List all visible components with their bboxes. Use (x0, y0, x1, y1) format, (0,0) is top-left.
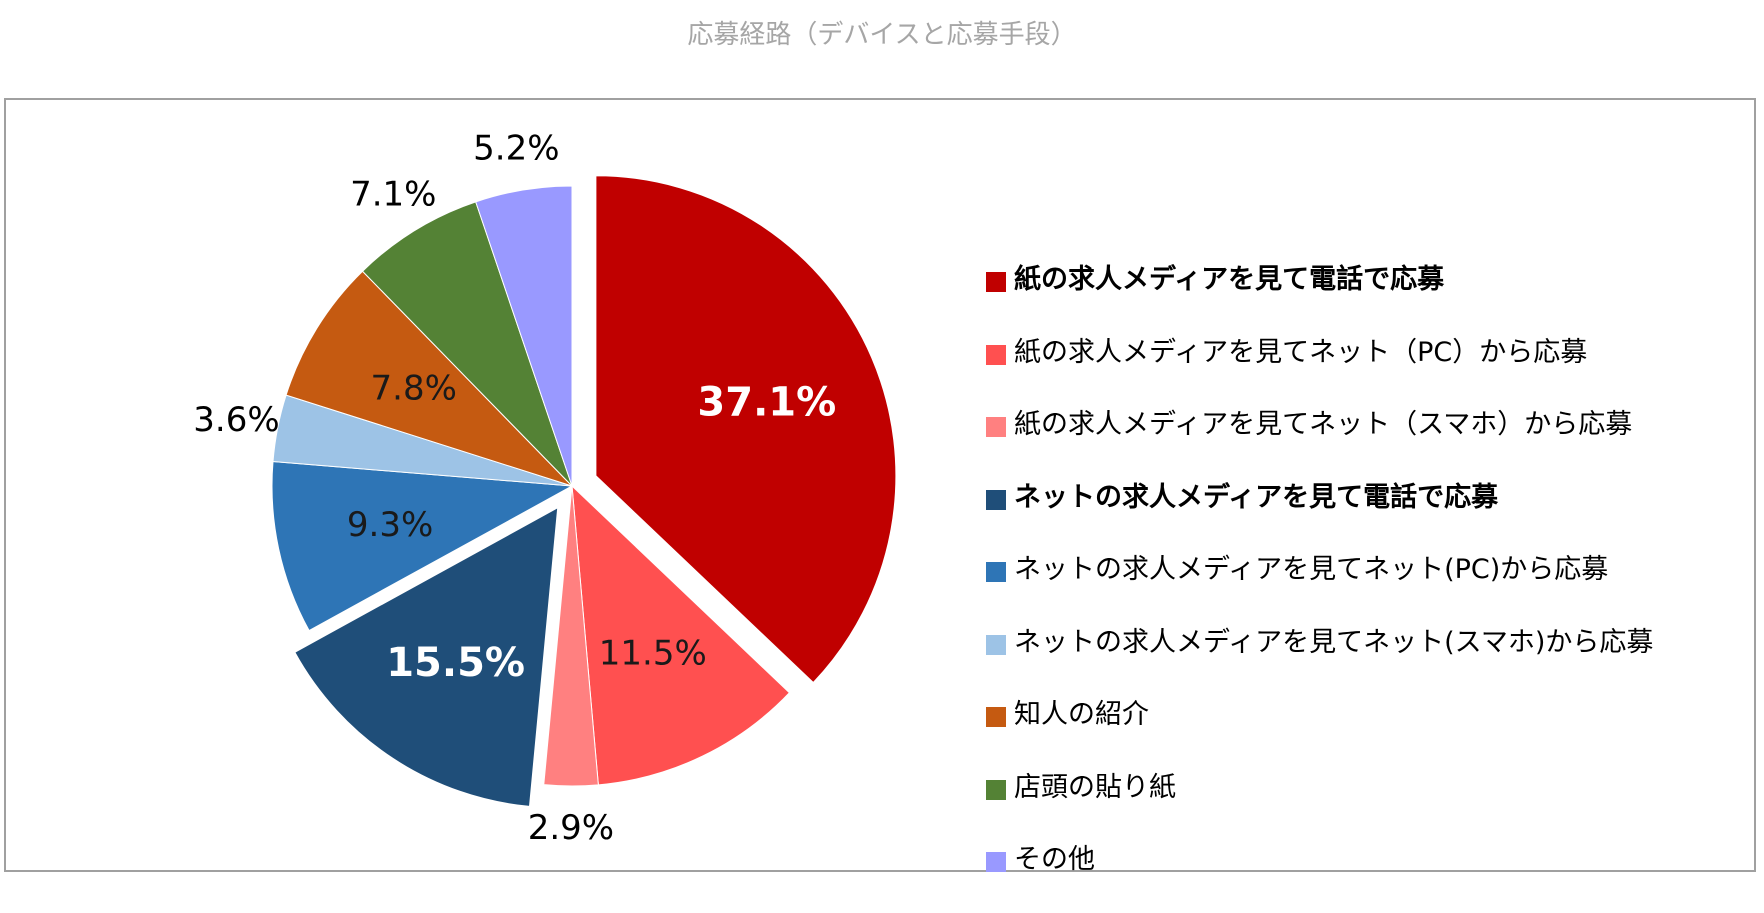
legend-item: ネットの求人メディアを見てネット(PC)から応募 (986, 550, 1653, 623)
legend-label: その他 (1014, 844, 1095, 875)
legend-swatch (986, 489, 1006, 510)
chart-title: 応募経路（デバイスと応募手段） (687, 20, 1077, 50)
legend-label: ネットの求人メディアを見て電話で応募 (1014, 481, 1499, 513)
data-label: 37.1% (697, 379, 836, 425)
legend-swatch (986, 272, 1006, 292)
pie-slice (285, 270, 573, 487)
pie-slice (543, 485, 599, 787)
data-label: 7.1% (350, 174, 436, 214)
legend-swatch (986, 562, 1006, 582)
data-label: 7.8% (371, 368, 457, 408)
legend-label: 紙の求人メディアを見てネット（スマホ）から応募 (1014, 409, 1633, 440)
legend-swatch (986, 779, 1006, 800)
pie-slice (294, 506, 559, 807)
legend-item: 紙の求人メディアを見てネット（PC）から応募 (986, 333, 1653, 406)
pie-slice (595, 175, 897, 684)
pie-slice (271, 460, 574, 632)
pie-chart: 37.1% 11.5% 2.9% 15.5% 9.3% 3.6% 7.8% 7.1% 5.2% (193, 129, 897, 848)
legend-label: 紙の求人メディアを見て電話で応募 (1014, 264, 1445, 295)
legend-label: 知人の紹介 (1014, 699, 1149, 730)
data-label: 15.5% (386, 640, 525, 686)
pie-slice (571, 484, 791, 786)
legend-item: 紙の求人メディアを見てネット（スマホ）から応募 (986, 405, 1653, 478)
pie-slice (475, 185, 573, 487)
data-label: 11.5% (599, 634, 707, 674)
legend-swatch (986, 852, 1006, 872)
data-label: 2.9% (528, 808, 614, 848)
data-label: 3.6% (193, 400, 279, 440)
chart-frame: 37.1% 11.5% 2.9% 15.5% 9.3% 3.6% 7.8% 7.1% 5.2% … (4, 98, 1756, 875)
legend-swatch (986, 707, 1006, 727)
legend-swatch (986, 344, 1006, 365)
legend-swatch (986, 634, 1006, 655)
legend-swatch (986, 417, 1006, 437)
legend-label: 紙の求人メディアを見てネット（PC）から応募 (1014, 336, 1588, 368)
legend-item: 知人の紹介 (986, 695, 1653, 768)
legend: 紙の求人メディアを見て電話で応募紙の求人メディアを見てネット（PC）から応募紙の… (986, 260, 1653, 913)
legend-label: ネットの求人メディアを見てネット(スマホ)から応募 (1014, 626, 1654, 658)
legend-label: ネットの求人メディアを見てネット(PC)から応募 (1014, 554, 1609, 585)
legend-item: 店頭の貼り紙 (986, 768, 1653, 841)
legend-item: ネットの求人メディアを見て電話で応募 (986, 478, 1653, 551)
legend-label: 店頭の貼り紙 (1014, 771, 1176, 803)
data-label: 9.3% (347, 505, 433, 545)
legend-item: 紙の求人メディアを見て電話で応募 (986, 260, 1653, 333)
data-label: 5.2% (473, 129, 559, 169)
legend-item: ネットの求人メディアを見てネット(スマホ)から応募 (986, 623, 1653, 696)
pie-slice (361, 201, 573, 487)
legend-item: その他 (986, 840, 1653, 913)
